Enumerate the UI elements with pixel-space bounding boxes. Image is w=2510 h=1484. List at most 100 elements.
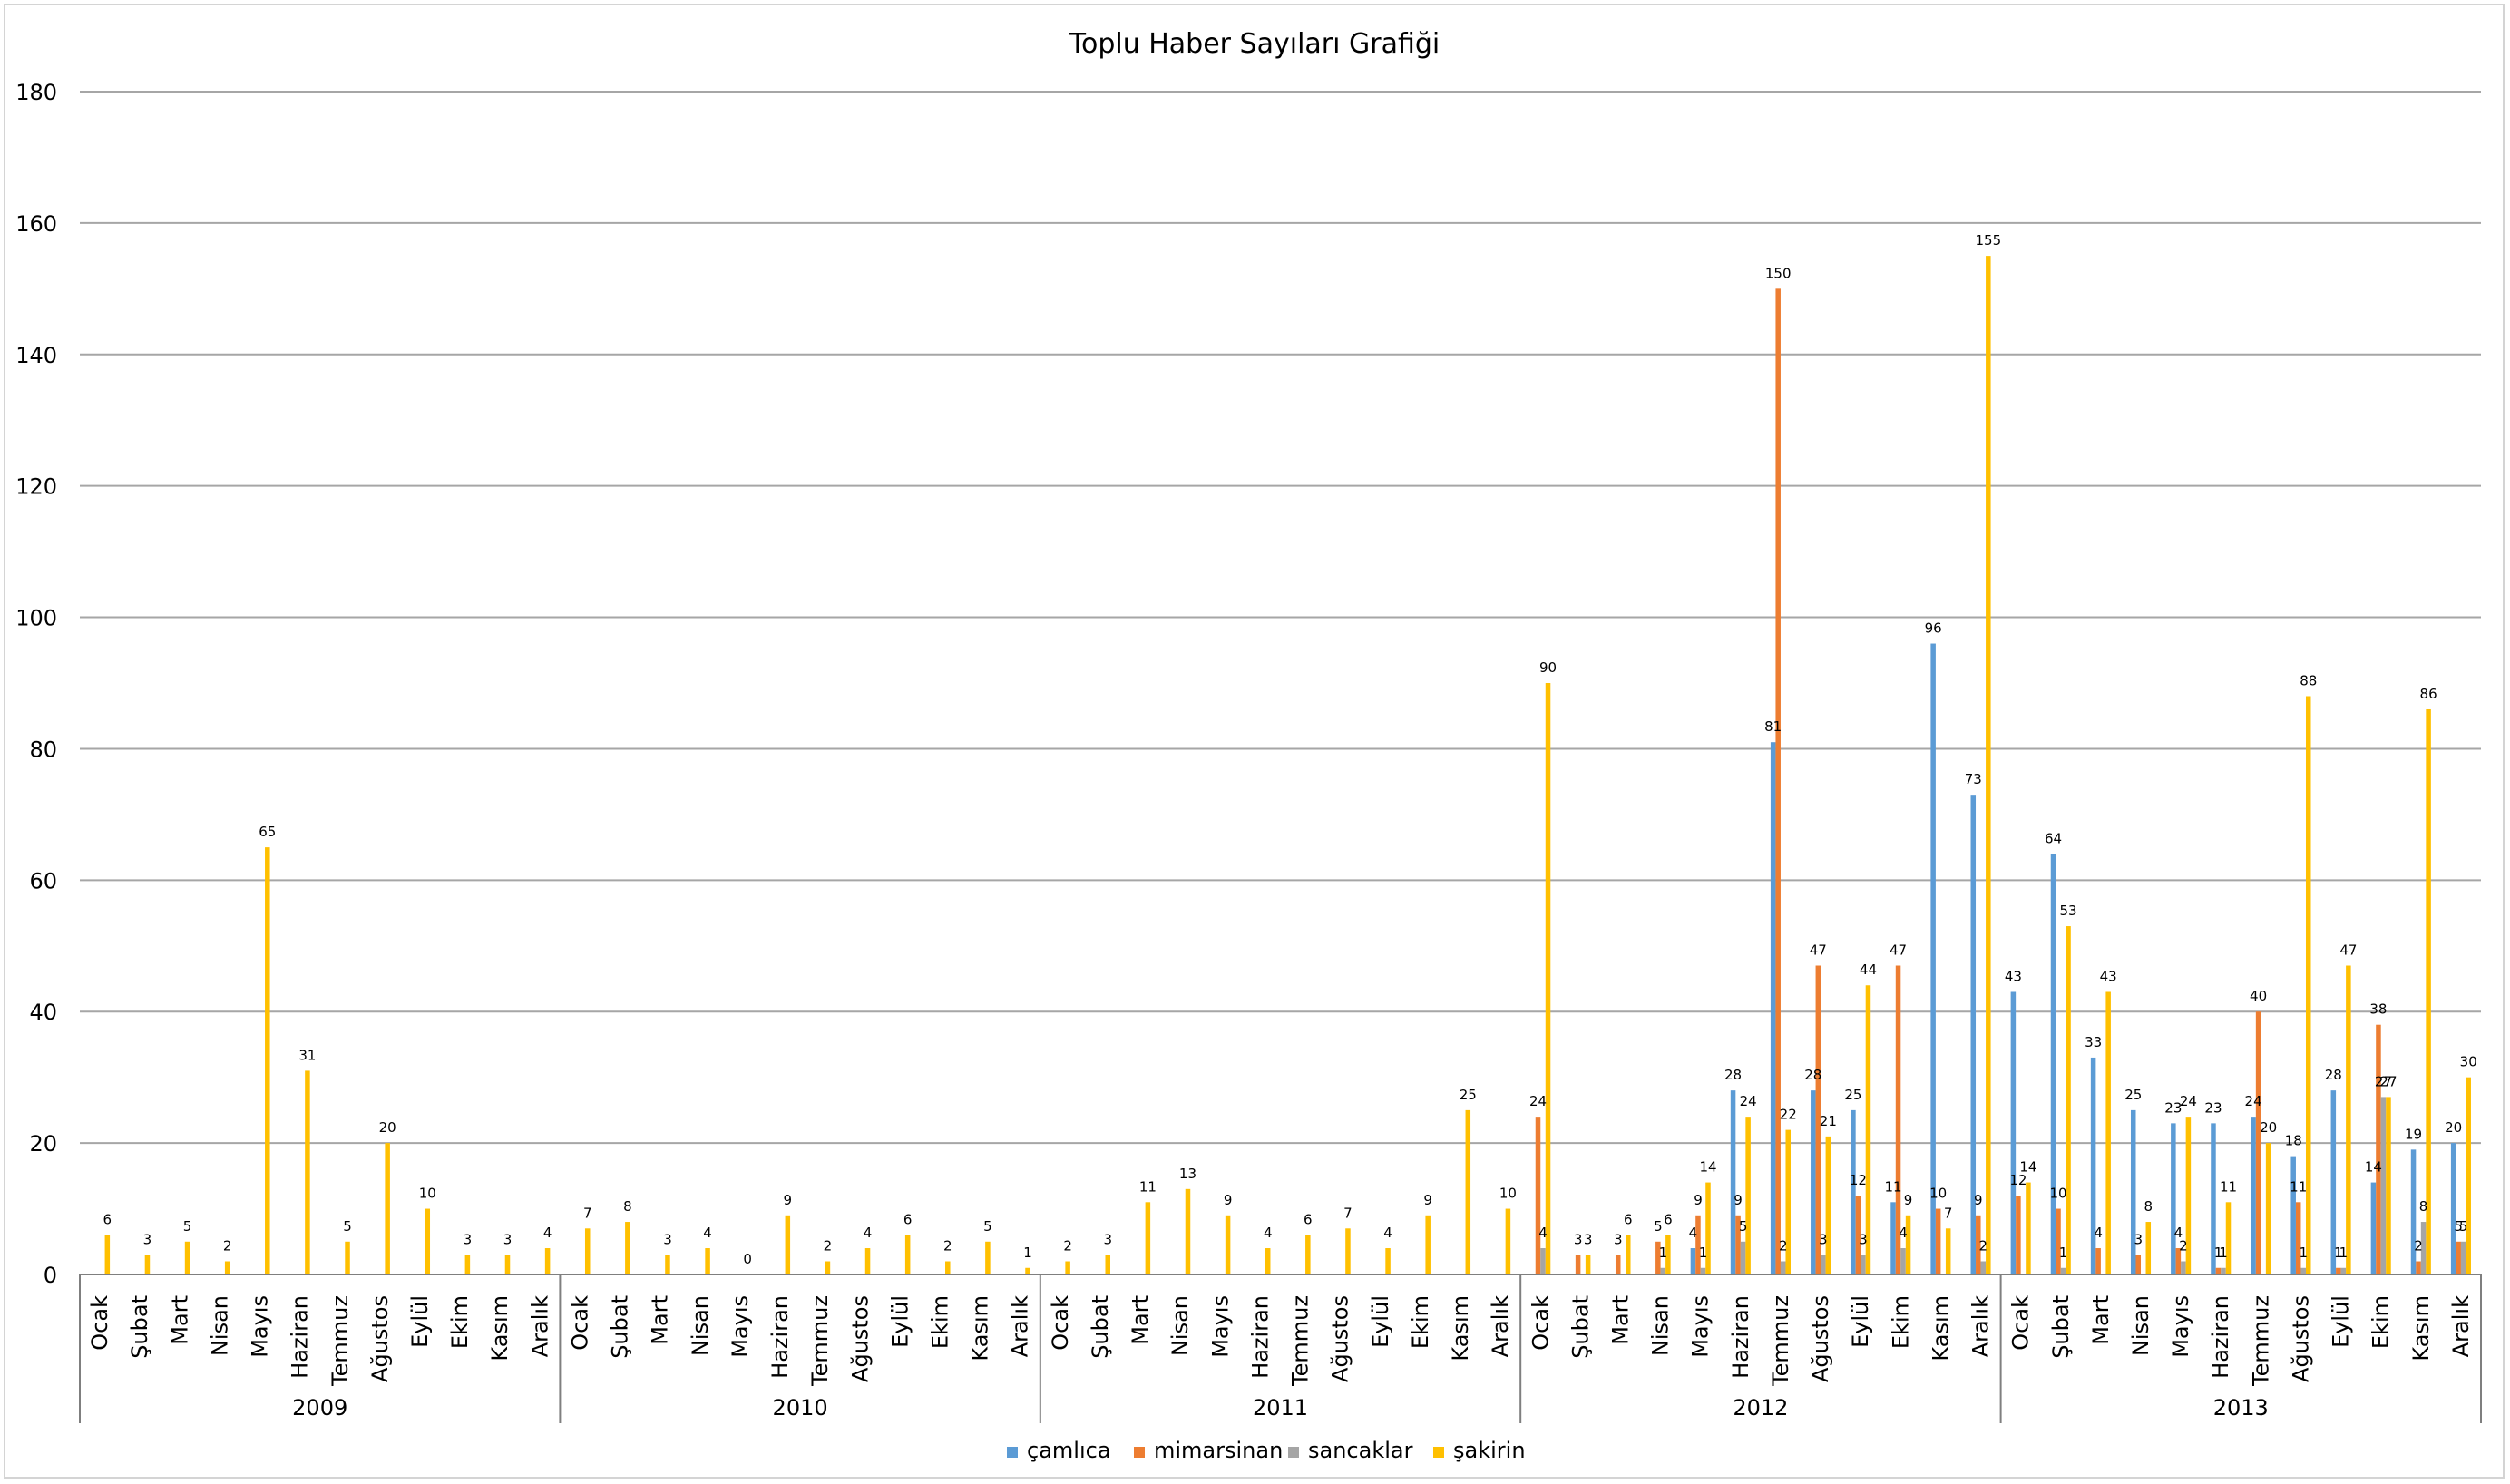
- data-label: 12: [2009, 1172, 2027, 1188]
- bar: [2010, 991, 2017, 1274]
- data-label: 9: [1904, 1192, 1913, 1208]
- bar: [2130, 1109, 2136, 1274]
- bar: [1935, 1208, 1941, 1274]
- x-tick-label: Mayıs: [2168, 1295, 2193, 1358]
- x-tick-label: Aralık: [1488, 1295, 1513, 1357]
- data-label: 3: [503, 1231, 513, 1247]
- data-label: 30: [2460, 1054, 2477, 1070]
- bar: [1785, 1129, 1791, 1274]
- x-tick-label: Mayıs: [1688, 1295, 1714, 1358]
- data-label: 4: [703, 1225, 712, 1241]
- x-tick-label: Temmuz: [327, 1295, 353, 1387]
- legend-swatch: [1007, 1447, 1018, 1458]
- x-tick-label: Kasım: [487, 1295, 513, 1362]
- bar: [2265, 1143, 2271, 1274]
- data-label: 2: [2414, 1238, 2423, 1255]
- bar: [1690, 1248, 1696, 1274]
- x-tick-label: Ekim: [1888, 1295, 1913, 1349]
- bar: [2016, 1196, 2021, 1274]
- x-tick-label: Ocak: [1528, 1295, 1553, 1351]
- bar: [1695, 1215, 1701, 1274]
- data-label: 31: [298, 1047, 316, 1063]
- x-tick-label: Nisan: [1648, 1295, 1674, 1356]
- data-label: 44: [1860, 962, 1877, 978]
- bar: [1745, 1117, 1751, 1274]
- x-tick-label: Ağustos: [367, 1295, 393, 1382]
- legend-label: şakirin: [1453, 1438, 1526, 1463]
- bar: [1425, 1215, 1431, 1274]
- bar: [825, 1261, 831, 1274]
- bar: [785, 1215, 791, 1274]
- data-label: 20: [2445, 1119, 2462, 1136]
- bar: [1705, 1182, 1711, 1274]
- data-label: 9: [1974, 1192, 1983, 1208]
- y-tick-label: 0: [44, 1263, 57, 1288]
- bar: [144, 1255, 151, 1274]
- data-label: 88: [2300, 672, 2317, 688]
- x-tick-label: Mart: [2088, 1295, 2114, 1345]
- legend-swatch: [1433, 1447, 1444, 1458]
- bar: [1930, 643, 1936, 1274]
- bar: [2145, 1222, 2152, 1274]
- bar: [1665, 1235, 1671, 1274]
- data-label: 6: [903, 1212, 913, 1228]
- x-tick-label: Aralık: [2448, 1295, 2474, 1357]
- bar: [1825, 1136, 1831, 1274]
- data-label: 27: [2379, 1073, 2397, 1089]
- bar: [1730, 1090, 1736, 1274]
- data-label: 5: [1654, 1218, 1663, 1235]
- bar: [1735, 1215, 1741, 1274]
- data-label: 1: [2334, 1245, 2343, 1261]
- bar: [1821, 1255, 1826, 1274]
- bar: [1540, 1248, 1546, 1274]
- x-tick-label: Mayıs: [1207, 1295, 1233, 1358]
- data-label: 53: [2060, 903, 2077, 919]
- data-label: 2: [1063, 1238, 1072, 1255]
- data-label: 4: [2174, 1225, 2183, 1241]
- legend: çamlıca mimarsinan sancaklar şakirin: [1007, 1438, 1526, 1463]
- bar: [224, 1261, 230, 1274]
- data-label: 21: [1820, 1113, 1837, 1129]
- x-tick-label: Eylül: [2329, 1295, 2354, 1348]
- data-label: 27: [2375, 1073, 2392, 1089]
- data-label: 10: [419, 1186, 436, 1202]
- bar: [864, 1248, 871, 1274]
- data-label: 47: [1890, 942, 1907, 959]
- gridlines: [80, 91, 2481, 1145]
- bar: [1105, 1255, 1111, 1274]
- data-label: 24: [2245, 1093, 2262, 1109]
- data-label: 28: [1804, 1067, 1821, 1083]
- bar: [2305, 696, 2311, 1274]
- data-label: 2: [824, 1238, 833, 1255]
- bar: [1465, 1109, 1471, 1274]
- data-label: 12: [1850, 1172, 1867, 1188]
- bar: [1905, 1215, 1911, 1274]
- data-label: 11: [2290, 1178, 2307, 1195]
- y-tick-label: 160: [15, 211, 57, 237]
- data-label: 25: [1844, 1087, 1861, 1103]
- bar: [1895, 965, 1901, 1274]
- legend-label: çamlıca: [1027, 1438, 1111, 1463]
- bar: [425, 1208, 431, 1274]
- data-label: 5: [343, 1218, 352, 1235]
- group-label: 2010: [773, 1395, 828, 1421]
- bar: [2460, 1241, 2466, 1274]
- x-tick-label: Haziran: [1728, 1295, 1753, 1379]
- bar: [1861, 1255, 1866, 1274]
- data-label: 9: [1423, 1192, 1432, 1208]
- group-label: 2012: [1733, 1395, 1788, 1421]
- x-tick-label: Ağustos: [1808, 1295, 1833, 1382]
- bar: [1585, 1255, 1591, 1274]
- x-tick-label: Ocak: [1048, 1295, 1073, 1351]
- data-label: 3: [1574, 1231, 1583, 1247]
- bar: [1660, 1267, 1666, 1274]
- x-tick-label: Temmuz: [2248, 1295, 2273, 1387]
- data-label: 73: [1965, 771, 1982, 787]
- x-tick-label: Haziran: [2208, 1295, 2233, 1379]
- bar: [464, 1255, 471, 1274]
- bar: [1345, 1228, 1351, 1274]
- x-tick-label: Ekim: [447, 1295, 473, 1349]
- data-label: 24: [2180, 1093, 2197, 1109]
- bar: [985, 1241, 991, 1274]
